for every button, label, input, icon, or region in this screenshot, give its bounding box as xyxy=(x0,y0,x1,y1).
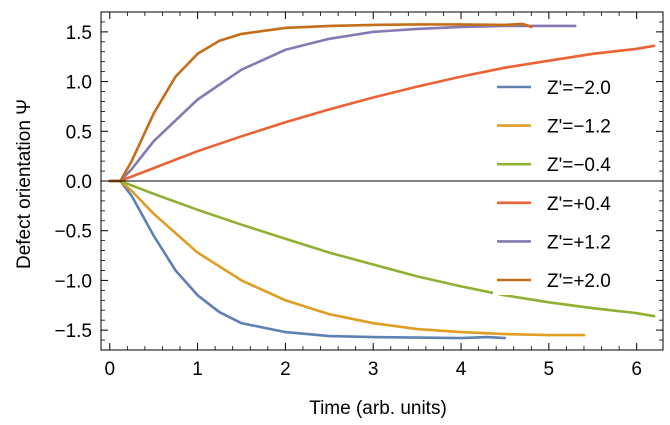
legend-label-4: Z'=+0.4 xyxy=(547,194,611,215)
plot-area xyxy=(108,22,656,340)
y-tick-label: −1.0 xyxy=(54,271,92,292)
x-tick-label: 1 xyxy=(192,359,203,380)
x-axis-title: Time (arb. units) xyxy=(309,398,447,419)
y-tick-label: −1.5 xyxy=(54,321,92,342)
x-tick-label: 3 xyxy=(368,359,379,380)
legend-label-5: Z'=+1.2 xyxy=(547,232,611,253)
axes: 0 1 2 3 4 5 6 1.5 1.0 0.5 0.0 −0.5 −1.0 −1.5 xyxy=(54,11,664,380)
series-line-6 xyxy=(108,22,533,183)
y-tick-label: −0.5 xyxy=(54,222,92,243)
series-line-3 xyxy=(108,179,656,318)
x-tick-label: 2 xyxy=(280,359,291,380)
y-tick-label: 1.5 xyxy=(66,23,92,44)
x-tick-label: 4 xyxy=(456,359,467,380)
x-tick-label: 0 xyxy=(104,359,115,380)
x-tick-label: 5 xyxy=(544,359,555,380)
y-tick-label: 1.0 xyxy=(66,73,92,94)
y-tick-label: 0.5 xyxy=(66,122,92,143)
y-axis-title: Defect orientation Ψ xyxy=(14,99,35,269)
series-line-1 xyxy=(108,179,507,340)
series-line-4 xyxy=(108,44,656,183)
x-tick-label: 6 xyxy=(631,359,642,380)
y-tick-label: 0.0 xyxy=(66,172,92,193)
legend-label-1: Z'=−2.0 xyxy=(547,78,611,99)
legend-label-6: Z'=+2.0 xyxy=(547,271,611,292)
series-line-2 xyxy=(108,179,586,337)
legend: Z'=−2.0 Z'=−1.2 Z'=−0.4 Z'=+0.4 Z'=+1.2 Z'=+2… xyxy=(493,72,643,295)
legend-label-2: Z'=−1.2 xyxy=(547,117,611,138)
legend-label-3: Z'=−0.4 xyxy=(547,155,611,176)
